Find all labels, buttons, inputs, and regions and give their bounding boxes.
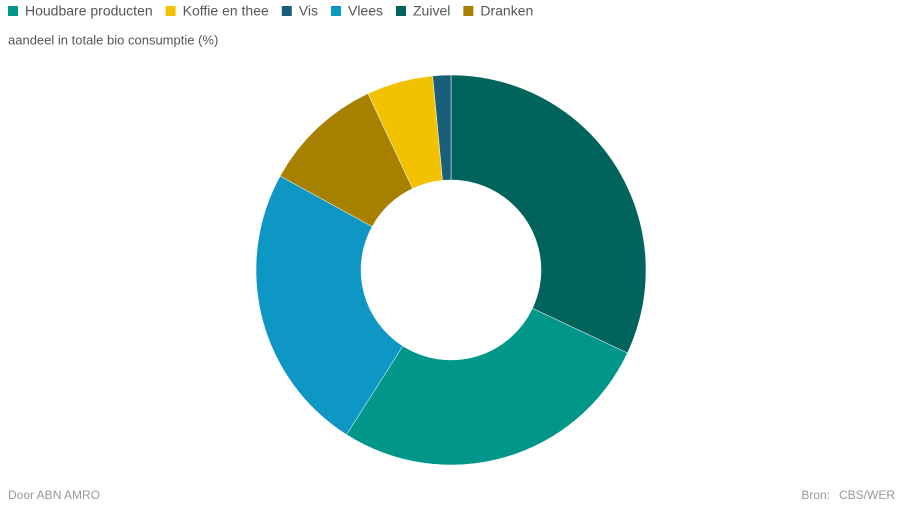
legend-swatch <box>463 6 474 16</box>
legend-swatch <box>330 6 341 16</box>
source-label: Bron: <box>801 488 830 502</box>
donut-slice <box>255 175 404 435</box>
donut-slice <box>432 74 452 181</box>
legend-label: Zuivel <box>413 3 450 19</box>
legend-label: Houdbare producten <box>25 3 153 19</box>
legend-label: Koffie en thee <box>183 3 269 19</box>
donut-slice <box>450 74 647 354</box>
legend-swatch <box>165 6 176 16</box>
subtitle: aandeel in totale bio consumptie (%) <box>8 32 218 47</box>
legend-swatch <box>396 6 407 16</box>
donut <box>255 74 647 466</box>
legend-label: Vlees <box>348 3 383 19</box>
legend: Houdbare producten Koffie en thee Vis Vlees… <box>8 3 533 19</box>
donut-slice <box>346 307 628 466</box>
credit: Door ABN AMRO <box>8 488 100 502</box>
legend-swatch <box>281 6 292 16</box>
legend-label: Vis <box>299 3 318 19</box>
legend-swatch <box>8 6 18 16</box>
legend-label: Dranken <box>480 3 533 19</box>
source: CBS/WER <box>839 488 895 502</box>
